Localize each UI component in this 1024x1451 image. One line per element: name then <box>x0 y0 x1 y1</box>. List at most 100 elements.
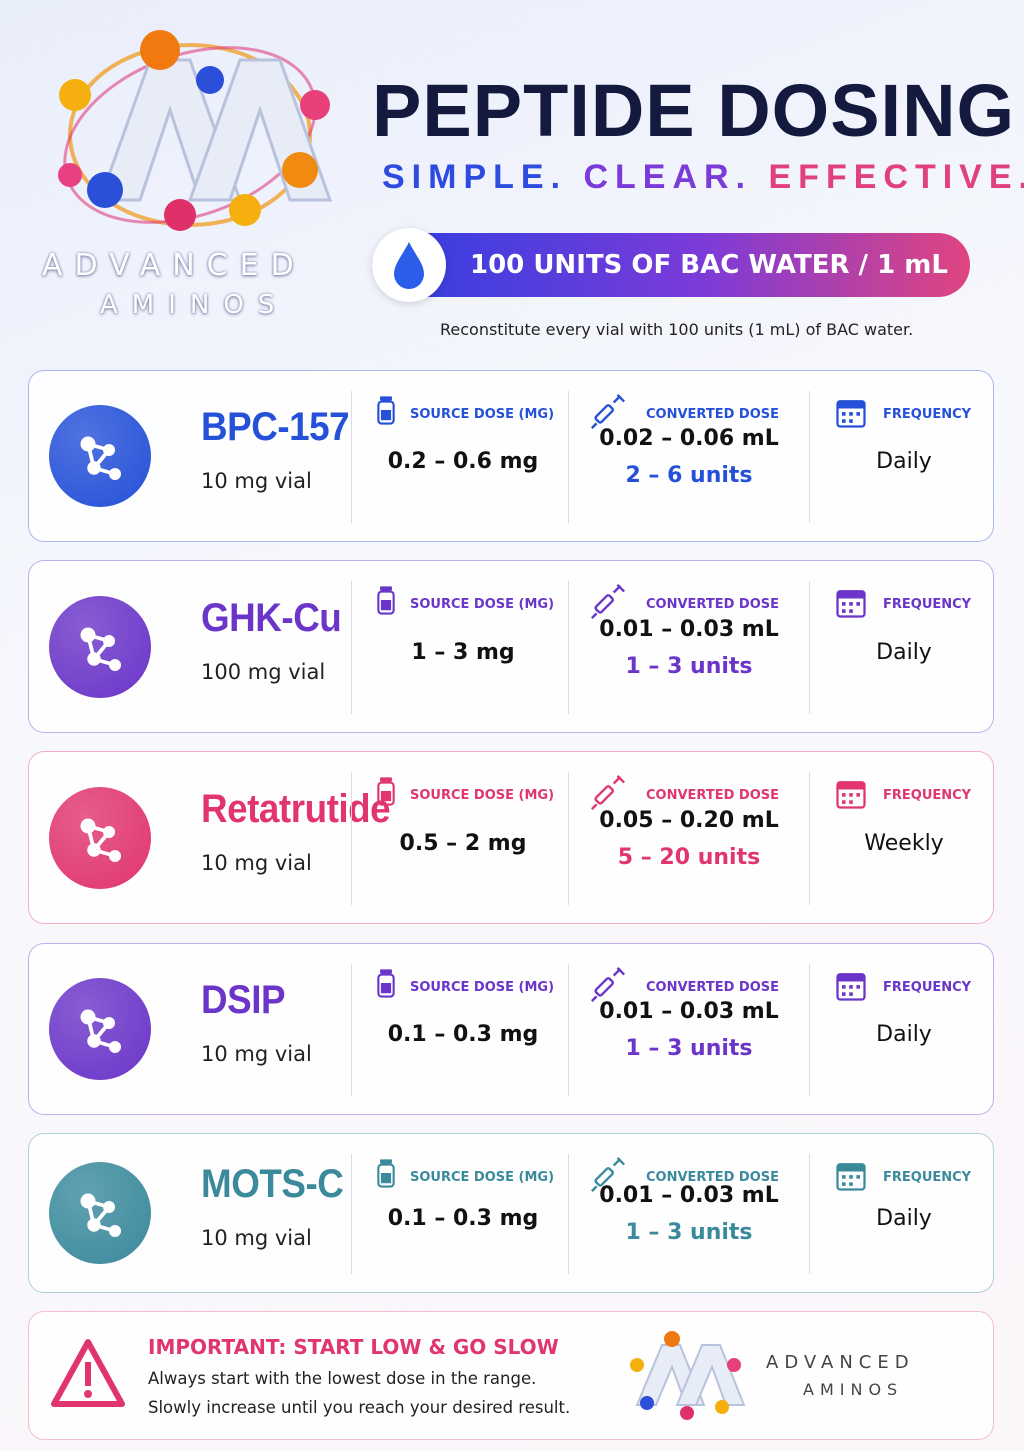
source-dose: 1 – 3 mg <box>411 639 515 665</box>
divider <box>809 772 810 905</box>
peptide-name: GHK-Cu <box>201 595 342 640</box>
converted-ml: 0.01 – 0.03 mL <box>599 1183 779 1208</box>
column-label: FREQUENCY <box>883 407 972 422</box>
syringe-icon <box>591 394 625 429</box>
peptide-badge <box>49 786 151 889</box>
banner <box>372 233 970 297</box>
calendar-icon <box>836 590 866 618</box>
peptide-vial: 10 mg vial <box>201 1226 312 1250</box>
divider <box>809 1154 810 1274</box>
syringe-icon <box>591 584 625 619</box>
divider <box>809 964 810 1096</box>
converted-units: 1 – 3 units <box>625 1220 753 1245</box>
tagline-word: SIMPLE. <box>382 158 568 196</box>
molecule-icon <box>80 627 121 671</box>
vial-icon <box>377 586 395 615</box>
vial-icon <box>377 1159 395 1188</box>
source-dose: 0.1 – 0.3 mg <box>387 1206 539 1231</box>
source-dose: 0.1 – 0.3 mg <box>387 1022 539 1047</box>
converted-ml: 0.01 – 0.03 mL <box>599 999 779 1024</box>
peptide-name: BPC-157 <box>201 405 350 449</box>
peptide-card: DSIP 10 mg vial SOURCE DOSE (MG) 0.1 – 0.3 … <box>28 943 994 1115</box>
peptide-badge <box>49 1162 151 1264</box>
drop-badge <box>372 228 446 302</box>
converted-ml: 0.05 – 0.20 mL <box>599 807 779 833</box>
peptide-name: DSIP <box>201 978 286 1022</box>
divider <box>568 772 569 905</box>
peptide-name: MOTS-C <box>201 1162 344 1206</box>
divider <box>568 391 569 523</box>
divider <box>809 391 810 523</box>
converted-units: 1 – 3 units <box>625 1036 753 1061</box>
column-label: CONVERTED DOSE <box>646 788 779 803</box>
column-label: SOURCE DOSE (MG) <box>410 788 555 803</box>
footer-logo-line1: ADVANCED <box>766 1352 915 1373</box>
calendar-icon <box>836 973 866 1001</box>
column-label: SOURCE DOSE (MG) <box>410 407 555 422</box>
column-label: FREQUENCY <box>883 597 972 612</box>
peptide-badge <box>49 595 151 698</box>
logo-line2: AMINOS <box>100 290 289 320</box>
converted-units: 5 – 20 units <box>617 844 761 870</box>
syringe-icon <box>591 775 625 810</box>
calendar-icon <box>836 781 866 809</box>
converted-ml: 0.02 – 0.06 mL <box>599 426 779 451</box>
divider <box>351 581 352 714</box>
column-label: CONVERTED DOSE <box>646 1170 779 1185</box>
warning-icon <box>51 1339 125 1407</box>
column-label: SOURCE DOSE (MG) <box>410 1170 555 1185</box>
peptide-card: BPC-157 10 mg vial SOURCE DOSE (MG) 0.2 – 0… <box>28 370 994 542</box>
source-dose: 0.5 – 2 mg <box>399 830 527 856</box>
tagline: SIMPLE. CLEAR. EFFECTIVE. <box>382 158 1024 197</box>
source-dose: 0.2 – 0.6 mg <box>387 449 539 474</box>
footer-title: IMPORTANT: START LOW & GO SLOW <box>148 1335 559 1359</box>
column-label: CONVERTED DOSE <box>646 407 779 422</box>
peptide-card: MOTS-C 10 mg vial SOURCE DOSE (MG) 0.1 – 0.… <box>28 1133 994 1293</box>
footer-line: Slowly increase until you reach your des… <box>148 1398 571 1417</box>
frequency: Daily <box>876 449 932 474</box>
peptide-badge <box>49 405 151 507</box>
frequency: Daily <box>876 1022 932 1047</box>
peptide-badge <box>49 978 151 1080</box>
divider <box>351 1154 352 1274</box>
title: PEPTIDE DOSING <box>372 69 1016 152</box>
peptide-vial: 10 mg vial <box>201 850 312 875</box>
column-label: CONVERTED DOSE <box>646 597 779 612</box>
banner-text: 100 UNITS OF BAC WATER / 1 mL <box>470 250 948 280</box>
column-label: CONVERTED DOSE <box>646 980 779 995</box>
column-label: SOURCE DOSE (MG) <box>410 597 555 612</box>
vial-icon <box>377 396 395 425</box>
syringe-icon <box>591 967 625 1002</box>
divider <box>568 581 569 714</box>
calendar-icon <box>836 400 866 428</box>
divider <box>568 1154 569 1274</box>
vial-icon <box>377 777 395 806</box>
column-label: FREQUENCY <box>883 1170 972 1185</box>
peptide-vial: 10 mg vial <box>201 1042 312 1066</box>
footer-card <box>28 1311 994 1440</box>
peptide-card: Retatrutide 10 mg vial SOURCE DOSE (MG) 0.5… <box>28 751 994 924</box>
tagline-word: CLEAR. <box>583 158 753 196</box>
frequency: Daily <box>876 1206 932 1231</box>
peptide-vial: 10 mg vial <box>201 469 312 493</box>
column-label: FREQUENCY <box>883 980 972 995</box>
syringe-icon <box>591 1157 625 1192</box>
molecule-icon <box>80 818 121 862</box>
converted-units: 2 – 6 units <box>625 463 753 488</box>
footer-logo-graphic <box>630 1331 746 1420</box>
column-label: FREQUENCY <box>883 788 972 803</box>
converted-ml: 0.01 – 0.03 mL <box>599 616 779 642</box>
note: Reconstitute every vial with 100 units (… <box>440 320 914 339</box>
footer-logo-line2: AMINOS <box>803 1380 904 1399</box>
divider <box>351 391 352 523</box>
divider <box>809 581 810 714</box>
divider <box>351 964 352 1096</box>
logo-line1: ADVANCED <box>42 248 306 283</box>
peptide-vial: 100 mg vial <box>201 659 326 684</box>
calendar-icon <box>836 1163 866 1191</box>
frequency: Weekly <box>864 830 944 856</box>
vial-icon <box>377 969 395 998</box>
molecule-icon <box>80 436 121 480</box>
divider <box>568 964 569 1096</box>
